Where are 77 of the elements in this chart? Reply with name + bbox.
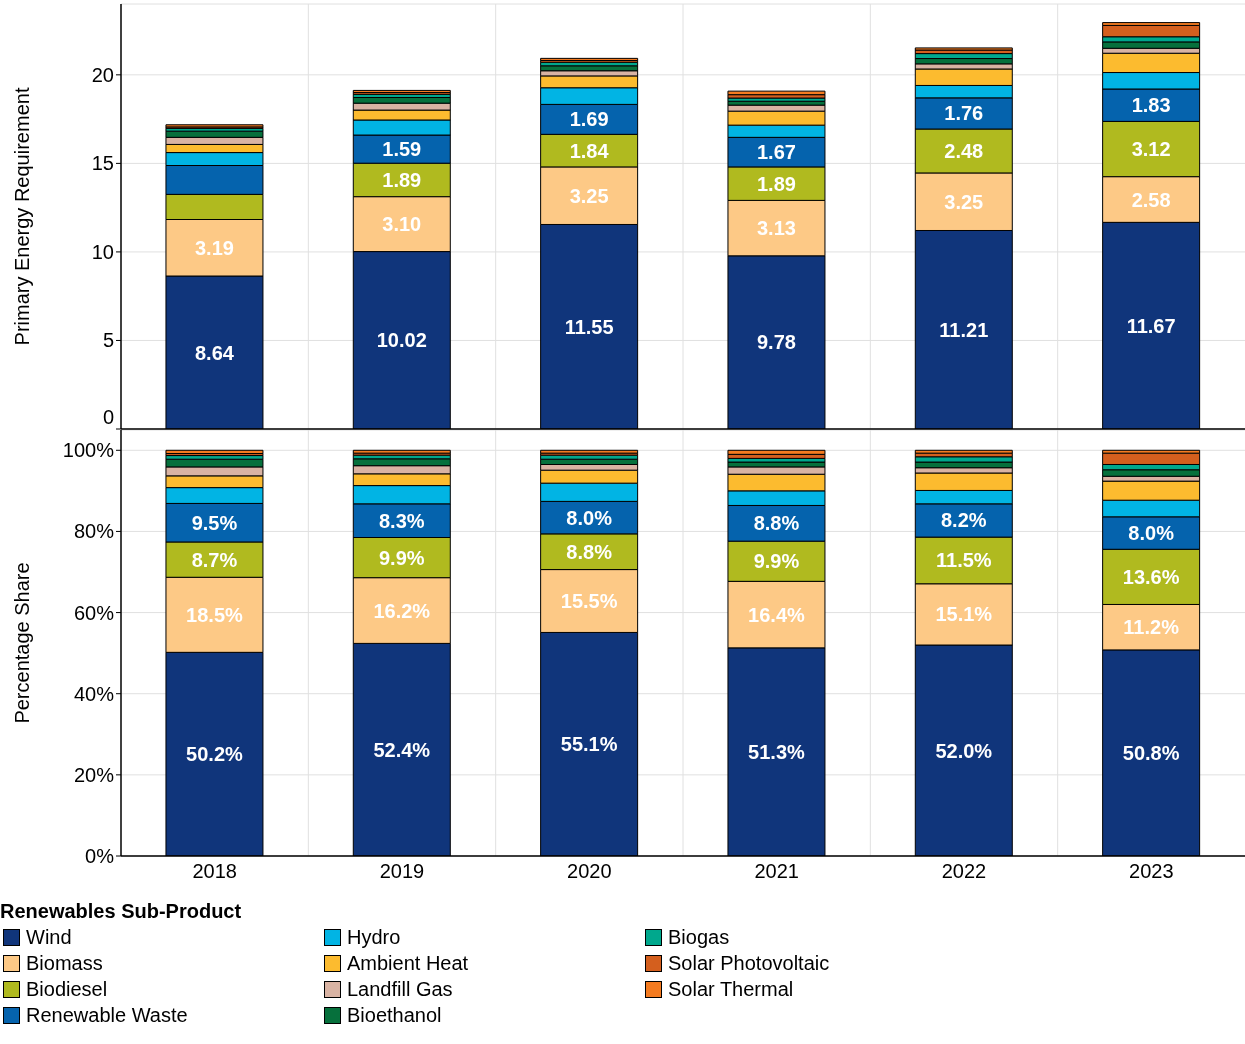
data-label: 11.21 [939,318,989,341]
y-tick-label: 100% [62,439,115,462]
y-tick-label: 60% [73,601,115,624]
data-label: 8.2% [941,509,987,532]
data-label: 13.6% [1122,565,1180,588]
legend-label: Bioethanol [347,1003,442,1027]
y-tick-label: 0% [85,845,115,867]
data-label: 1.69 [569,108,609,131]
data-label: 3.12 [1131,138,1171,161]
y-tick-label: 15 [91,152,114,175]
data-label: 3.19 [194,236,234,259]
y-tick-label: 0 [102,406,114,428]
data-label: 16.4% [748,603,806,626]
legend-title: Renewables Sub-Product [0,899,243,924]
x-tick-label: 2019 [379,860,425,883]
legend-label: Biogas [668,925,730,949]
y-tick-label: 20% [73,763,115,786]
y-axis-title: Percentage Share [11,562,34,724]
y-tick-label: 5 [102,329,114,352]
data-label: 8.64 [194,341,235,364]
legend-label: Biomass [26,951,103,975]
x-tick-label: 2022 [941,860,987,883]
data-label: 1.59 [382,138,422,161]
data-label: 11.67 [1126,314,1176,337]
data-label: 3.25 [944,190,984,213]
data-label: 11.55 [564,315,614,338]
data-label: 50.8% [1122,741,1180,764]
data-label: 8.0% [566,506,613,529]
data-label: 55.1% [560,733,618,756]
data-label: 11.5% [935,549,992,572]
data-label: 1.83 [1131,94,1171,117]
legend-label: Solar Thermal [668,977,794,1001]
x-tick-label: 2020 [567,860,612,883]
data-label: 1.67 [756,141,796,164]
data-label: 50.2% [186,743,244,766]
data-label: 8.7% [191,548,238,571]
y-tick-label: 80% [73,520,115,543]
y-tick-label: 10 [91,240,114,263]
data-label: 9.9% [379,546,425,569]
data-label: 2.58 [1131,188,1171,211]
legend-label: Landfill Gas [347,977,453,1001]
x-tick-label: 2023 [1129,860,1174,883]
data-label: 8.0% [1128,522,1175,545]
data-label: 3.10 [382,213,422,236]
data-label: 3.25 [569,184,609,207]
data-label: 3.13 [756,217,796,240]
data-label: 10.02 [376,329,427,352]
data-label: 8.8% [566,540,613,563]
data-label: 1.89 [756,172,796,195]
data-label: 8.3% [379,509,425,532]
data-label: 52.0% [935,739,993,762]
data-label: 15.5% [560,590,618,613]
x-tick-label: 2021 [754,860,799,883]
data-label: 52.4% [373,738,431,761]
y-tick-label: 40% [73,682,115,705]
data-label: 51.3% [748,740,806,763]
data-label: 8.8% [753,512,800,535]
data-label: 9.9% [753,550,800,573]
legend-label: Wind [26,925,72,949]
legend-label: Solar Photovoltaic [668,951,830,975]
y-axis-title: Primary Energy Requirement [11,87,34,346]
legend-label: Biodiesel [26,977,108,1001]
data-label: 2.48 [944,139,984,162]
data-label: 15.1% [935,603,993,626]
y-tick-label: 20 [91,63,114,86]
data-label: 1.84 [569,139,610,162]
legend-label: Ambient Heat [347,951,469,975]
data-label: 1.89 [382,168,422,191]
data-label: 9.5% [191,511,238,534]
data-label: 16.2% [373,599,431,622]
data-label: 11.2% [1123,616,1180,639]
data-label: 1.76 [944,102,984,125]
legend-label: Hydro [347,925,401,949]
data-label: 9.78 [756,331,796,354]
legend-label: Renewable Waste [26,1003,188,1027]
data-label: 18.5% [186,603,244,626]
x-tick-label: 2018 [192,860,237,883]
